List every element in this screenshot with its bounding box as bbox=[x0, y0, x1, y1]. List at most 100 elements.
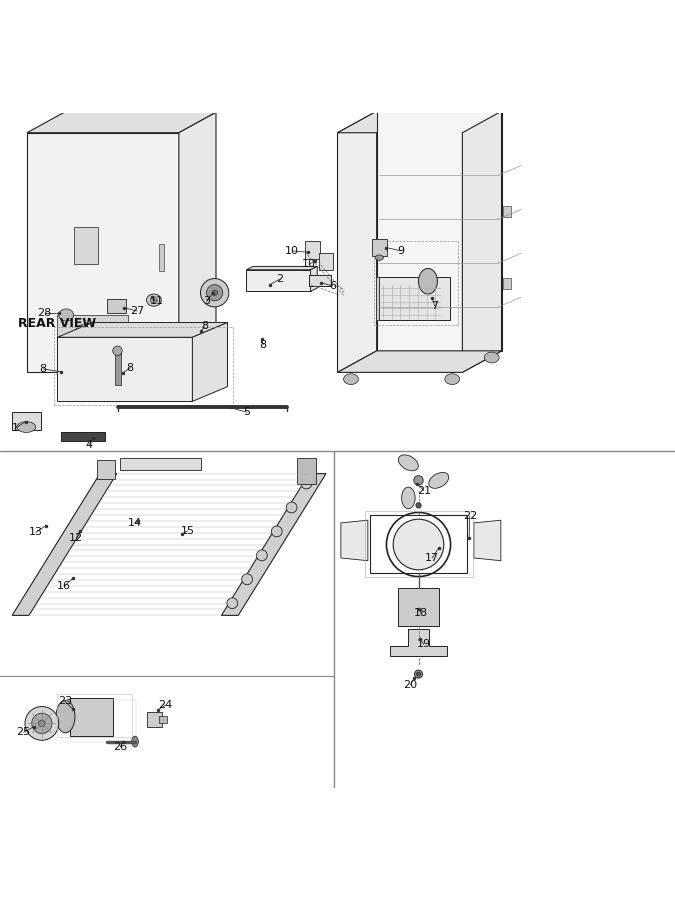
Polygon shape bbox=[341, 520, 368, 561]
Bar bbox=[74, 227, 98, 265]
Polygon shape bbox=[377, 112, 502, 351]
Text: 15: 15 bbox=[181, 526, 194, 536]
Bar bbox=[54, 328, 233, 405]
Polygon shape bbox=[192, 322, 227, 401]
Polygon shape bbox=[12, 412, 40, 430]
Polygon shape bbox=[310, 266, 317, 292]
Ellipse shape bbox=[429, 472, 449, 489]
Text: 3: 3 bbox=[203, 296, 210, 307]
Text: 18: 18 bbox=[414, 608, 428, 618]
Ellipse shape bbox=[200, 279, 229, 307]
Bar bbox=[297, 458, 316, 484]
Bar bbox=[319, 253, 333, 271]
Bar bbox=[115, 352, 121, 384]
Polygon shape bbox=[57, 322, 227, 338]
Bar bbox=[61, 432, 105, 441]
Ellipse shape bbox=[344, 374, 358, 384]
Polygon shape bbox=[57, 338, 192, 401]
Ellipse shape bbox=[32, 713, 52, 734]
Bar bbox=[374, 240, 458, 325]
Polygon shape bbox=[27, 132, 179, 373]
Ellipse shape bbox=[286, 502, 297, 513]
Text: 9: 9 bbox=[398, 246, 404, 256]
Text: 27: 27 bbox=[130, 306, 144, 316]
Text: 11: 11 bbox=[150, 296, 163, 307]
Ellipse shape bbox=[113, 346, 122, 356]
Polygon shape bbox=[27, 112, 216, 132]
Text: 17: 17 bbox=[425, 553, 439, 563]
Bar bbox=[147, 712, 162, 727]
Bar bbox=[372, 239, 387, 256]
Ellipse shape bbox=[402, 487, 415, 508]
Ellipse shape bbox=[146, 294, 161, 306]
Ellipse shape bbox=[393, 519, 444, 570]
Text: 2: 2 bbox=[276, 274, 283, 284]
Text: 8: 8 bbox=[201, 321, 208, 331]
Ellipse shape bbox=[17, 421, 36, 432]
Text: 10: 10 bbox=[286, 246, 299, 256]
Ellipse shape bbox=[207, 284, 223, 301]
Text: 23: 23 bbox=[58, 696, 72, 706]
Ellipse shape bbox=[484, 352, 500, 363]
Text: 5: 5 bbox=[244, 407, 250, 418]
Ellipse shape bbox=[227, 598, 238, 608]
Ellipse shape bbox=[256, 550, 267, 561]
Bar bbox=[503, 206, 511, 217]
Text: 7: 7 bbox=[431, 301, 438, 310]
Text: 14: 14 bbox=[128, 518, 142, 528]
Text: 4: 4 bbox=[86, 439, 92, 450]
Ellipse shape bbox=[59, 309, 74, 321]
Polygon shape bbox=[376, 276, 379, 320]
Polygon shape bbox=[12, 473, 117, 616]
Ellipse shape bbox=[38, 720, 45, 727]
Bar bbox=[159, 716, 167, 723]
Bar bbox=[159, 244, 164, 271]
Ellipse shape bbox=[301, 478, 312, 489]
Text: 28: 28 bbox=[37, 308, 52, 318]
Text: 22: 22 bbox=[462, 511, 477, 521]
Text: 12: 12 bbox=[70, 533, 83, 543]
Bar bbox=[379, 276, 450, 320]
Ellipse shape bbox=[375, 255, 383, 260]
Text: 1: 1 bbox=[11, 423, 18, 434]
Bar bbox=[398, 589, 439, 626]
Ellipse shape bbox=[418, 268, 437, 294]
Polygon shape bbox=[474, 520, 501, 561]
Text: 13: 13 bbox=[29, 527, 43, 537]
Ellipse shape bbox=[445, 374, 460, 384]
Ellipse shape bbox=[151, 297, 157, 303]
Ellipse shape bbox=[414, 475, 423, 485]
Bar bbox=[305, 241, 320, 259]
Bar bbox=[97, 460, 115, 479]
Polygon shape bbox=[338, 112, 377, 373]
Bar bbox=[120, 458, 201, 470]
Polygon shape bbox=[179, 112, 216, 373]
Bar bbox=[503, 278, 511, 289]
Bar bbox=[70, 698, 113, 735]
Text: 8: 8 bbox=[40, 364, 47, 374]
Ellipse shape bbox=[398, 454, 418, 471]
Text: 6: 6 bbox=[329, 281, 336, 291]
Bar bbox=[107, 300, 126, 313]
Ellipse shape bbox=[414, 670, 423, 679]
Polygon shape bbox=[338, 351, 502, 373]
Bar bbox=[309, 275, 331, 286]
Ellipse shape bbox=[56, 700, 75, 733]
Bar bbox=[364, 510, 472, 577]
Polygon shape bbox=[390, 629, 447, 656]
Text: 21: 21 bbox=[417, 485, 431, 496]
Text: 8: 8 bbox=[127, 363, 134, 373]
Polygon shape bbox=[462, 112, 502, 373]
Ellipse shape bbox=[271, 526, 282, 536]
Ellipse shape bbox=[242, 574, 252, 585]
Ellipse shape bbox=[416, 672, 421, 676]
Ellipse shape bbox=[25, 706, 59, 740]
Text: 19: 19 bbox=[417, 639, 431, 650]
Polygon shape bbox=[246, 266, 317, 270]
Ellipse shape bbox=[212, 290, 217, 295]
Ellipse shape bbox=[416, 502, 421, 508]
Text: 16: 16 bbox=[57, 581, 71, 591]
Text: 24: 24 bbox=[158, 700, 173, 710]
Bar bbox=[57, 315, 128, 365]
Text: 25: 25 bbox=[17, 727, 30, 737]
